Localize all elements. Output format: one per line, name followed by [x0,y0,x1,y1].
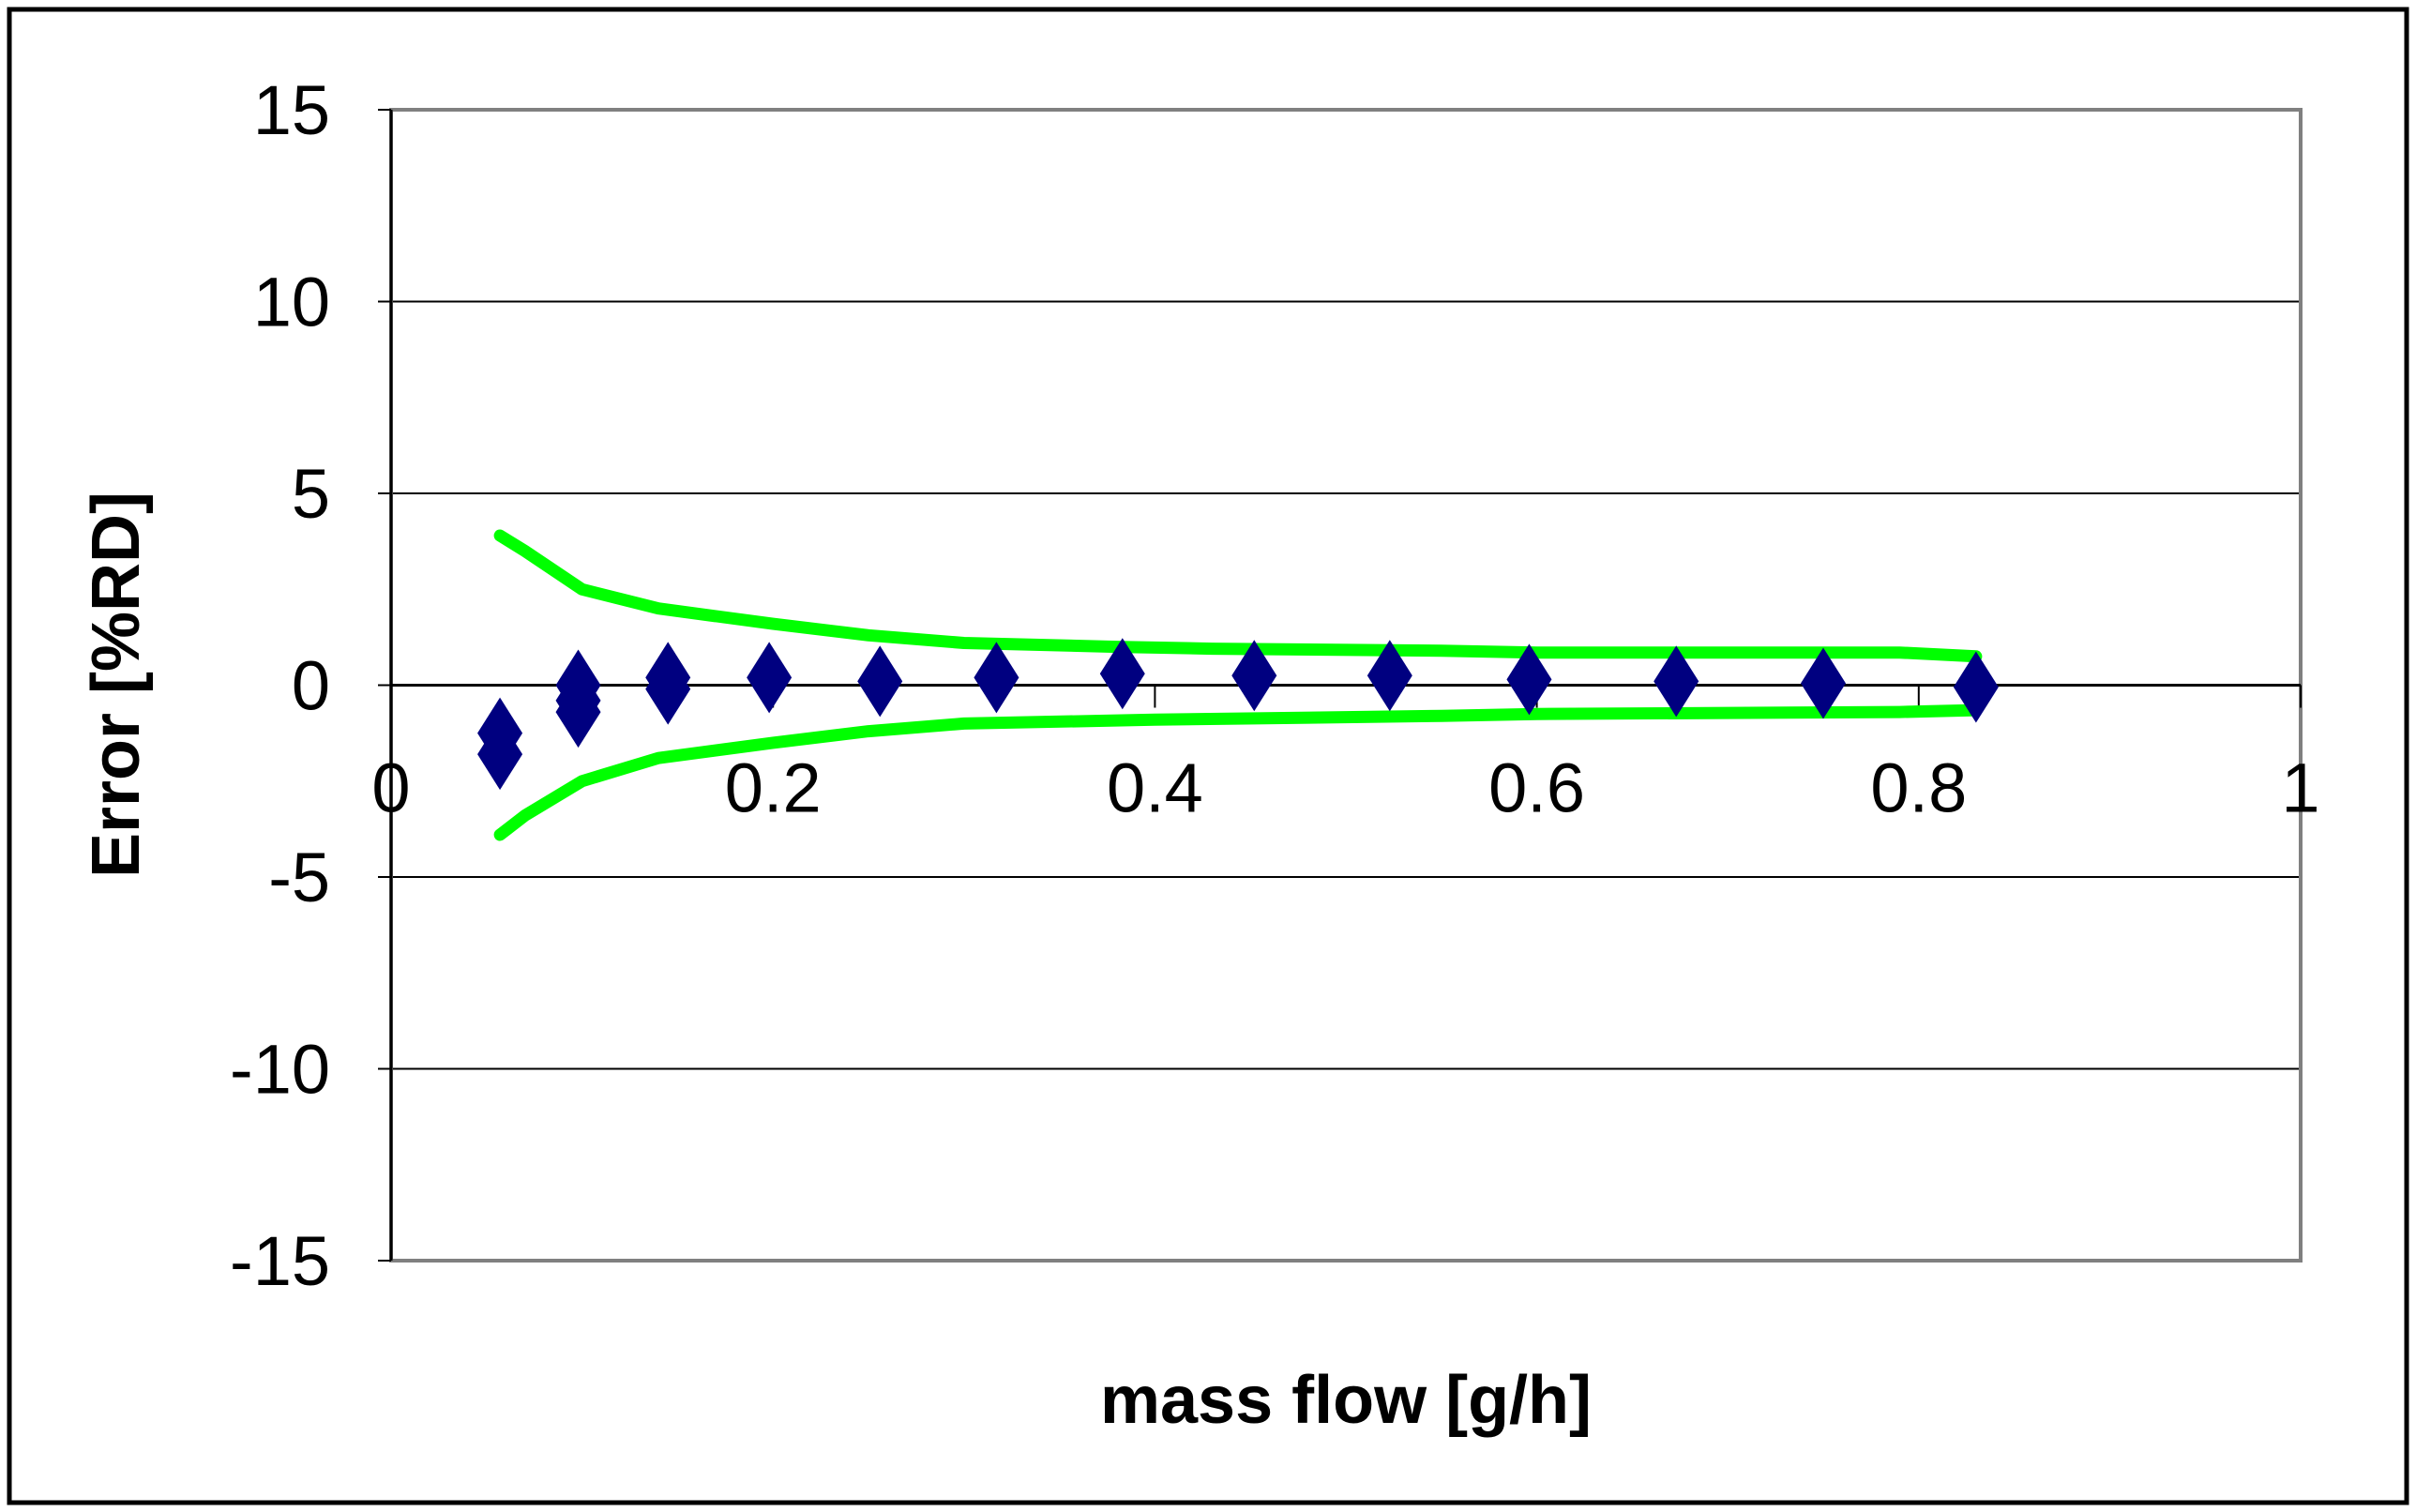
x-tick-label: 0.8 [1870,749,1967,827]
y-tick-label: 15 [253,71,330,149]
lower-tolerance-line [493,703,1983,841]
y-tick-label: 5 [292,455,330,533]
data-point [1801,647,1846,719]
data-point [477,718,523,791]
data-point [645,653,691,725]
x-axis-label: mass flow [g/h] [1100,1363,1592,1438]
y-tick-label: -5 [268,839,330,916]
data-point [974,642,1019,714]
data-point [1506,643,1552,716]
y-tick-label: 10 [253,264,330,341]
data-point [1653,645,1699,718]
data-point [1953,651,1999,723]
upper-tolerance-line [493,529,1983,663]
data-point [1367,640,1412,712]
y-axis-label: Error [%RD] [79,491,154,878]
chart-border [7,7,2409,1505]
y-tick-label: -15 [230,1222,330,1300]
y-tick-label: 0 [292,647,330,725]
x-tick-label: 0.2 [725,749,822,827]
x-tick-label: 0 [371,749,410,827]
data-point [857,645,903,718]
data-point [747,642,793,714]
data-point [555,676,601,748]
x-tick-label: 0.6 [1488,749,1585,827]
data-point [1231,640,1277,712]
y-tick-label: -10 [230,1031,330,1109]
data-point [1099,638,1145,710]
x-tick-label: 0.4 [1107,749,1203,827]
x-tick-label: 1 [2281,749,2319,827]
